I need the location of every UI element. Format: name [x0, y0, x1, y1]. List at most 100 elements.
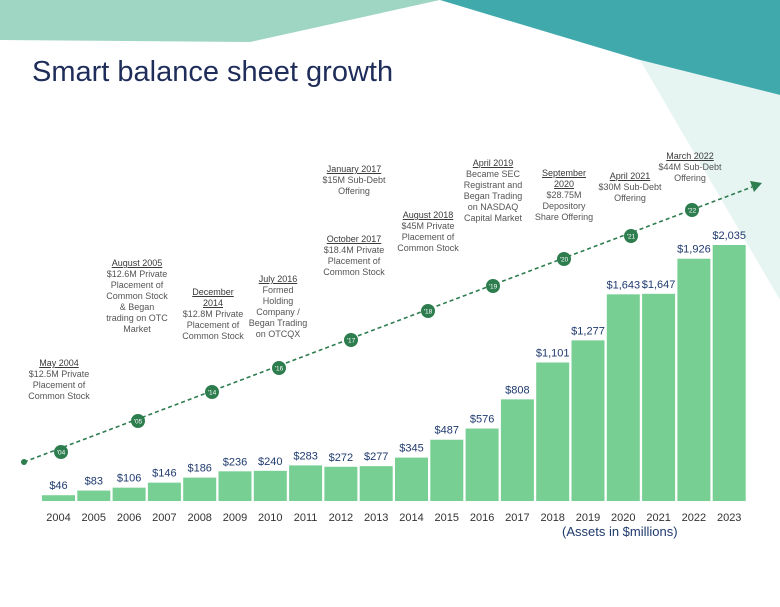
- units-note: (Assets in $millions): [562, 524, 678, 539]
- bar-2017: [500, 399, 534, 501]
- bar-value-label: $283: [293, 450, 317, 462]
- x-tick-label: 2023: [717, 512, 741, 524]
- page-title: Smart balance sheet growth: [32, 56, 394, 88]
- bar-value-label: $240: [258, 456, 282, 468]
- decor-teal-shape: [440, 0, 780, 95]
- milestone-date: August 2005: [111, 258, 163, 268]
- milestone-date: December 2014: [192, 287, 234, 308]
- x-tick-label: 2021: [646, 512, 670, 524]
- trend-marker: [486, 279, 500, 293]
- milestone-date: July 2016: [258, 274, 298, 284]
- decor-pale-shape: [640, 60, 780, 300]
- trend-line: '04 '05 '14 '16 '17 '18 '19 '20 '21 '22: [21, 181, 762, 465]
- trend-dashed-line: [23, 186, 753, 463]
- trend-marker: [131, 414, 145, 428]
- x-tick-label: 2005: [82, 512, 106, 524]
- bar-2019: [571, 340, 605, 501]
- milestone-annotation: August 2005 $12.6M Private Placement of C…: [105, 258, 169, 335]
- bar-value-label: $106: [117, 473, 141, 485]
- x-tick-label: 2012: [329, 512, 353, 524]
- bar-value-label: $808: [505, 384, 529, 396]
- x-tick-label: 2014: [399, 512, 423, 524]
- x-tick-label: 2010: [258, 512, 282, 524]
- bar-2016: [465, 428, 499, 501]
- bar-value-label: $146: [152, 468, 176, 480]
- x-tick-label: 2018: [540, 512, 564, 524]
- bar-value-label: $2,035: [712, 230, 746, 242]
- milestone-text: $30M Sub-Debt Offering: [598, 182, 662, 203]
- bar-2021: [642, 293, 676, 501]
- milestone-annotation: September 2020 $28.75M Depository Share O…: [532, 168, 596, 223]
- x-tick-label: 2009: [223, 512, 247, 524]
- trend-start-dot: [21, 459, 27, 465]
- milestone-date: April 2019: [472, 158, 514, 168]
- bar-value-label: $1,277: [571, 325, 605, 337]
- bar-2022: [677, 258, 711, 501]
- bar-2020: [606, 294, 640, 501]
- milestone-annotation: October 2017 $18.4M Private Placement of …: [322, 234, 386, 278]
- milestone-text: $44M Sub-Debt Offering: [658, 162, 722, 183]
- bar-value-label: $272: [329, 452, 353, 464]
- x-tick-label: 2011: [294, 512, 318, 524]
- bar-2014: [395, 457, 428, 501]
- bar-value-label: $236: [223, 456, 247, 468]
- bar-value-label: $1,101: [536, 347, 570, 359]
- milestone-text: $28.75M Depository Share Offering: [534, 190, 594, 222]
- milestone-annotation: April 2019 Became SEC Registrant and Bega…: [461, 158, 525, 224]
- bar-2009: [218, 471, 252, 501]
- milestone-text: $12.5M Private Placement of Common Stock: [28, 369, 90, 401]
- x-tick-label: 2020: [611, 512, 635, 524]
- milestone-text: $15M Sub-Debt Offering: [322, 175, 386, 196]
- trend-marker-label: '22: [688, 208, 697, 215]
- milestone-text: Became SEC Registrant and Began Trading …: [463, 169, 523, 223]
- milestone-date: March 2022: [666, 151, 714, 161]
- milestone-annotation: March 2022 $44M Sub-Debt Offering: [658, 151, 722, 184]
- bar-2013: [359, 466, 393, 501]
- milestone-annotation: April 2021 $30M Sub-Debt Offering: [598, 171, 662, 204]
- bar-2010: [253, 470, 287, 501]
- x-tick-label: 2016: [470, 512, 494, 524]
- x-tick-label: 2004: [46, 512, 70, 524]
- bar-2012: [324, 466, 358, 501]
- bar-value-label: $277: [364, 451, 388, 463]
- milestone-text: $18.4M Private Placement of Common Stock: [323, 245, 385, 277]
- bar-value-label: $83: [85, 476, 103, 488]
- bar-series: $46 2004 $83 2005 $106 2006 $146 2007 $186 2008 $2…: [42, 230, 746, 524]
- bar-value-label: $345: [399, 443, 423, 455]
- trend-marker-label: '19: [489, 284, 498, 291]
- trend-marker: [557, 252, 571, 266]
- trend-marker-label: '14: [208, 390, 217, 397]
- milestone-text: $12.6M Private Placement of Common Stock…: [106, 269, 168, 334]
- trend-marker: [344, 333, 358, 347]
- bar-2018: [536, 362, 570, 501]
- trend-marker-label: '20: [560, 257, 569, 264]
- x-tick-label: 2019: [576, 512, 600, 524]
- milestone-text: $12.8M Private Placement of Common Stock: [182, 309, 244, 341]
- milestone-date: May 2004: [39, 358, 79, 368]
- trend-marker: [685, 203, 699, 217]
- bar-value-label: $186: [187, 463, 211, 475]
- milestone-date: April 2021: [609, 171, 651, 181]
- x-tick-label: 2015: [435, 512, 459, 524]
- bar-value-label: $487: [435, 425, 459, 437]
- trend-marker: [624, 229, 638, 243]
- trend-marker-label: '16: [275, 366, 284, 373]
- trend-marker: [272, 361, 286, 375]
- bar-2007: [147, 482, 181, 501]
- milestone-annotation: July 2016 Formed Holding Company / Began …: [246, 274, 310, 340]
- x-tick-label: 2013: [364, 512, 388, 524]
- decor-mint-shape: [0, 0, 440, 42]
- bar-2006: [112, 487, 146, 501]
- milestone-date: August 2018: [402, 210, 454, 220]
- milestone-annotation: August 2018 $45M Private Placement of Com…: [396, 210, 460, 254]
- bar-2011: [289, 465, 323, 501]
- bar-2005: [77, 490, 111, 501]
- milestone-annotation: December 2014 $12.8M Private Placement of…: [181, 287, 245, 342]
- milestone-date: January 2017: [326, 164, 382, 174]
- x-tick-label: 2022: [682, 512, 706, 524]
- x-tick-label: 2007: [152, 512, 176, 524]
- trend-marker-label: '05: [134, 419, 143, 426]
- milestone-annotation: May 2004 $12.5M Private Placement of Comm…: [27, 358, 91, 402]
- trend-marker: [205, 385, 219, 399]
